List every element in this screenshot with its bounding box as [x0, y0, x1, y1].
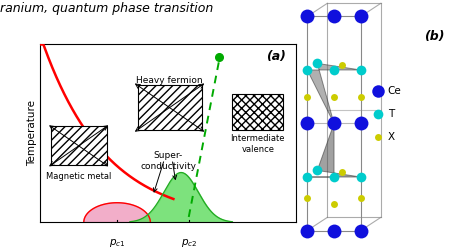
Text: (a): (a)	[266, 50, 286, 63]
Text: (b): (b)	[424, 30, 445, 43]
Polygon shape	[307, 124, 361, 177]
Bar	[232, 94, 283, 130]
Text: ranium, quantum phase transition: ranium, quantum phase transition	[0, 2, 213, 16]
Bar	[51, 126, 107, 165]
Text: $p_{c2}$: $p_{c2}$	[181, 237, 197, 247]
Y-axis label: Temperature: Temperature	[27, 100, 37, 166]
Text: Intermediate
valence: Intermediate valence	[231, 134, 285, 154]
Text: Heavy fermion: Heavy fermion	[136, 76, 203, 84]
Text: $p_{c1}$: $p_{c1}$	[109, 237, 126, 247]
Polygon shape	[307, 63, 361, 124]
Text: X: X	[388, 132, 395, 142]
Text: Magnetic metal: Magnetic metal	[46, 172, 111, 181]
Bar	[137, 85, 201, 130]
Text: T: T	[388, 109, 394, 119]
Text: Super-
conductivity: Super- conductivity	[140, 151, 196, 171]
Polygon shape	[84, 203, 150, 222]
Text: Ce: Ce	[388, 85, 401, 96]
